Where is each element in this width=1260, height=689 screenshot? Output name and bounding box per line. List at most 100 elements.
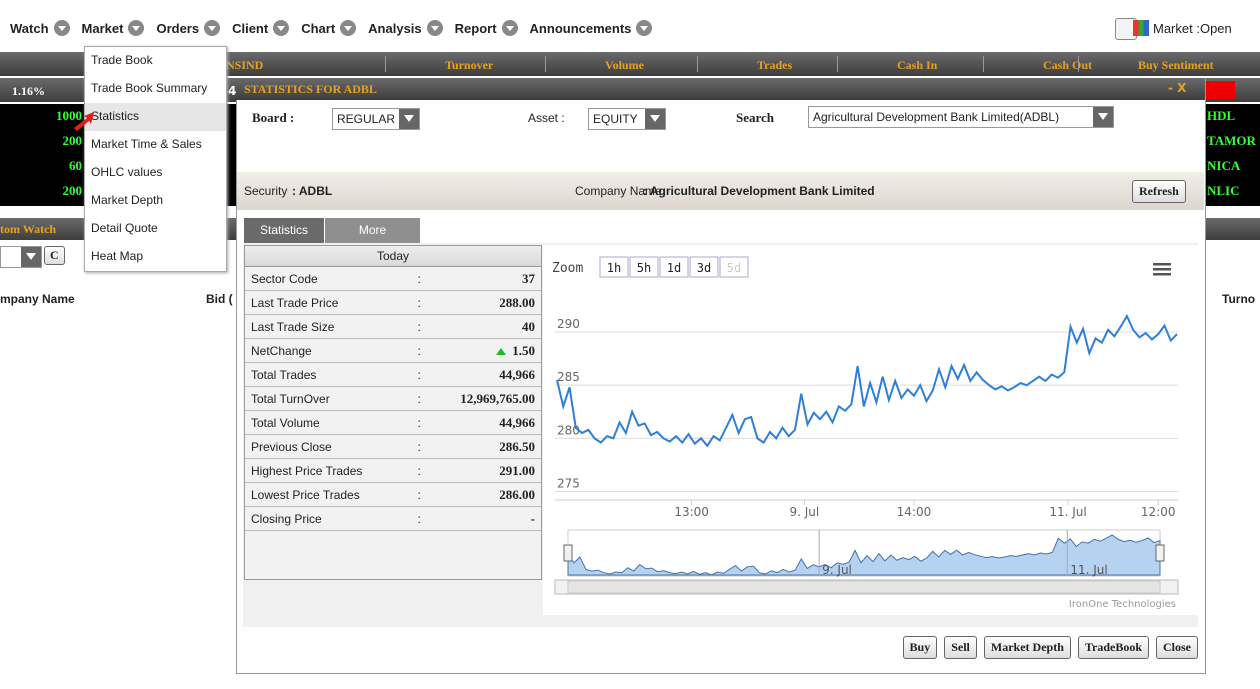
navigator-handle[interactable] xyxy=(1155,544,1165,562)
table-row: Total TurnOver:12,969,765.00 xyxy=(245,386,541,411)
menu-item[interactable]: Chart xyxy=(301,20,357,36)
menu-option[interactable]: OHLC values xyxy=(91,165,163,179)
menu-item[interactable]: Client xyxy=(232,20,290,36)
zoom-button[interactable] xyxy=(659,256,689,278)
menu-item[interactable]: Announcements xyxy=(530,20,653,36)
header-column: Buy Sentiment xyxy=(1138,58,1214,72)
menu-label: Analysis xyxy=(368,20,422,36)
menu-item[interactable]: Report xyxy=(455,20,518,36)
x-tick-label: 14:00 xyxy=(897,505,932,519)
security-label: Security xyxy=(244,184,288,198)
table-row: Total Volume:44,966 xyxy=(245,410,541,435)
x-tick-label: 13:00 xyxy=(674,505,709,519)
menu-arrow xyxy=(204,20,221,36)
zoom-button[interactable] xyxy=(629,256,659,278)
menu-arrow xyxy=(273,20,290,36)
menu-option[interactable]: Trade Book xyxy=(91,53,153,67)
header-column: Cash In xyxy=(897,58,938,72)
menu-arrow xyxy=(426,20,443,36)
table-cell: Last Trade Size xyxy=(245,314,398,339)
asset-select[interactable]: EQUITY xyxy=(588,108,666,130)
navigator-handle[interactable] xyxy=(563,544,573,562)
ticker-value: 1000 xyxy=(56,108,82,123)
watch-bar-right xyxy=(1205,218,1260,240)
menu-option[interactable]: Trade Book Summary xyxy=(91,81,208,95)
action-button[interactable]: TradeBook xyxy=(1077,636,1149,659)
action-button[interactable]: Buy xyxy=(902,636,938,659)
menu-label: Report xyxy=(454,20,497,36)
menu-label: Chart xyxy=(301,20,336,36)
table-header-row: Today xyxy=(245,246,541,267)
table-cell: : xyxy=(397,338,434,363)
menu-icon-bar xyxy=(1153,273,1171,276)
menu-item[interactable]: Market xyxy=(82,20,145,36)
menu-item[interactable]: Watch xyxy=(10,20,70,36)
zoom-button[interactable] xyxy=(719,256,749,278)
table-row: Last Trade Size:40 xyxy=(245,314,541,339)
ticker-value: 60 xyxy=(69,158,82,173)
table-cell: : xyxy=(397,434,434,459)
x-tick-label: 9. Jul xyxy=(789,505,819,519)
menu-label: Announcements xyxy=(529,20,632,36)
table-cell: : xyxy=(397,362,434,387)
menu-arrow xyxy=(128,20,145,36)
ticker-value: 200 xyxy=(62,183,83,198)
menu-option[interactable]: Detail Quote xyxy=(91,221,158,235)
zoom-button-label: 3d xyxy=(697,261,711,275)
modal-controls[interactable]: - X xyxy=(1168,81,1187,95)
header-column: Volume xyxy=(605,58,644,72)
zoom-button[interactable] xyxy=(599,256,629,278)
table-cell: : xyxy=(397,290,434,315)
tab-more[interactable]: More xyxy=(325,218,420,243)
menu-option[interactable]: Market Depth xyxy=(91,193,164,207)
action-button[interactable]: Market Depth xyxy=(983,636,1071,659)
menu-option[interactable]: Market Time & Sales xyxy=(91,137,202,151)
header-separator xyxy=(385,56,386,72)
ticker-value: 200 xyxy=(62,133,83,148)
refresh-button[interactable]: Refresh xyxy=(1132,180,1186,203)
menu-icon-bar xyxy=(1153,263,1171,266)
ticker-symbol: TAMOR xyxy=(1207,133,1256,148)
column-header: Turno xyxy=(1222,292,1256,306)
right-ticker: HDL TAMOR NICA NLIC xyxy=(1205,104,1260,206)
menu-label: Orders xyxy=(156,20,200,36)
y-tick-label: 290 xyxy=(557,317,580,331)
menu-arrow xyxy=(636,20,653,36)
menu-option[interactable]: Heat Map xyxy=(91,249,144,263)
c-button[interactable]: C xyxy=(44,246,65,265)
table-cell: : xyxy=(397,506,434,531)
menu-option[interactable]: Statistics xyxy=(85,103,226,131)
board-select[interactable]: REGULAR xyxy=(332,108,420,130)
menu-label: Client xyxy=(232,20,269,36)
navigator-label: 9. Jul xyxy=(822,563,852,577)
zoom-button-label: 1d xyxy=(667,261,681,275)
market-status: Market :Open xyxy=(1153,21,1232,36)
ticker-symbol: NICA xyxy=(1207,158,1241,173)
table-cell: Highest Price Trades xyxy=(245,458,398,483)
header-separator xyxy=(697,56,698,72)
table-cell: Closing Price xyxy=(245,506,398,531)
zoom-button[interactable] xyxy=(689,256,719,278)
indicator xyxy=(1205,81,1235,99)
search-select[interactable]: Agricultural Development Bank Limited(AD… xyxy=(808,106,1114,128)
action-button[interactable]: Close xyxy=(1156,636,1198,659)
tab-statistics[interactable]: Statistics xyxy=(244,218,324,243)
table-cell: 286.50 xyxy=(433,434,541,459)
table-cell: 44,966 xyxy=(433,362,541,387)
table-cell: Total Volume xyxy=(245,410,398,435)
table-cell: 12,969,765.00 xyxy=(433,386,541,411)
watch-select[interactable] xyxy=(0,246,42,268)
table-cell: : xyxy=(397,266,434,291)
table-cell: 44,966 xyxy=(433,410,541,435)
scrollbar-thumb[interactable] xyxy=(567,580,1161,594)
menu-item[interactable]: Analysis xyxy=(368,20,443,36)
menu-item[interactable]: Orders xyxy=(156,20,221,36)
table-cell: Previous Close xyxy=(245,434,398,459)
modal-buttons: Buy Sell Market Depth TradeBook Close xyxy=(902,636,1198,659)
main-menu: Watch Market Orders Client Chart Analysis Repo… xyxy=(10,20,653,36)
action-button[interactable]: Sell xyxy=(944,636,977,659)
table-cell: 1.50 xyxy=(433,338,541,363)
ticker-symbol: NLIC xyxy=(1207,183,1240,198)
modal-title-bar xyxy=(236,78,1205,100)
